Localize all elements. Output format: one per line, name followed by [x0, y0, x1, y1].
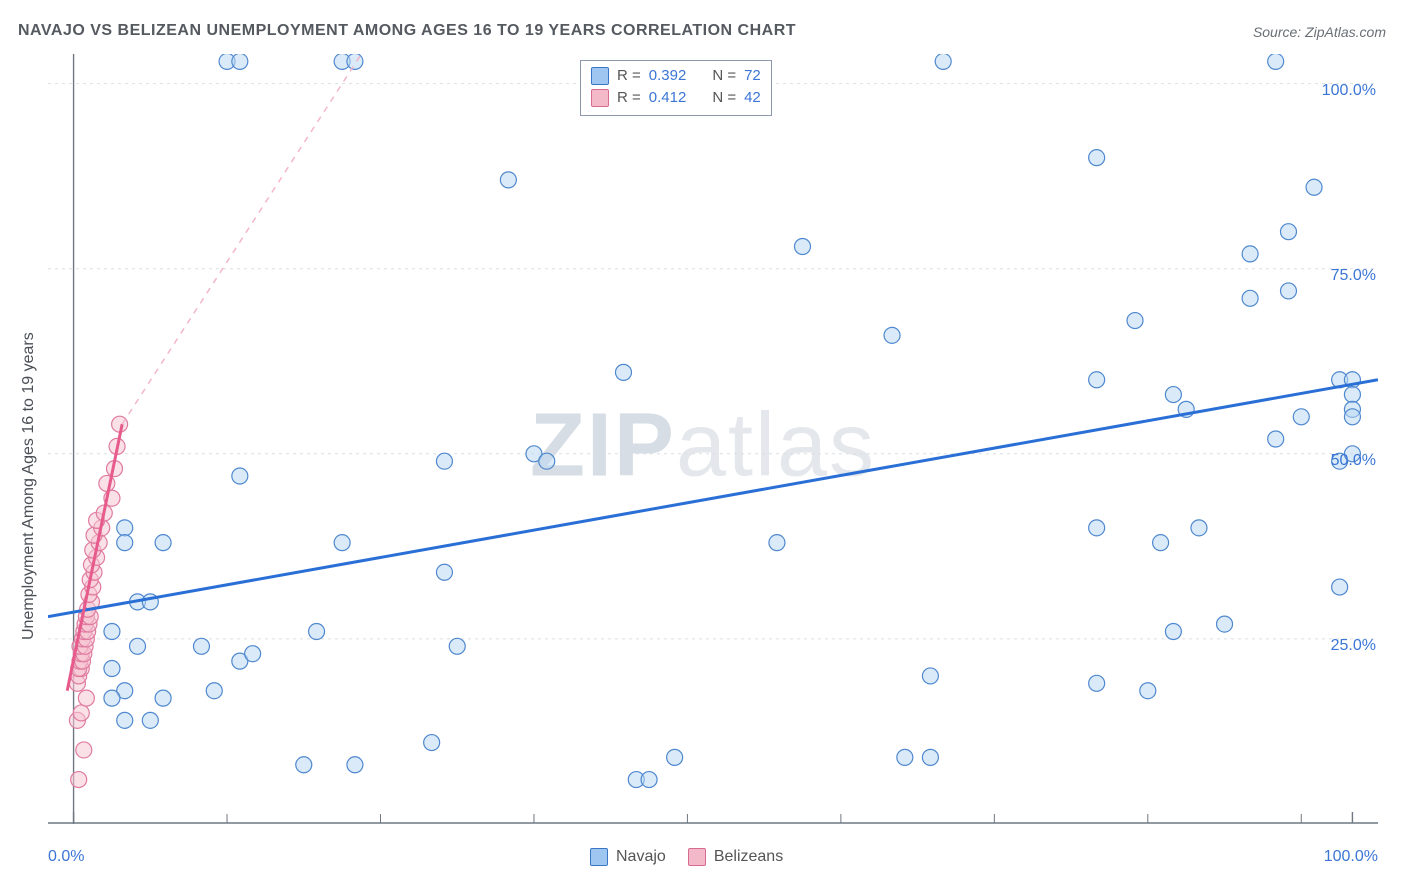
- y-tick-25: 25.0%: [1306, 637, 1376, 655]
- n-label: N =: [712, 65, 736, 87]
- legend-swatch-belizeans: [591, 89, 609, 107]
- n-value-belizeans: 42: [744, 87, 761, 109]
- legend-item-navajo: Navajo: [590, 848, 666, 866]
- x-tick-100: 100.0%: [1324, 848, 1378, 866]
- legend-item-belizeans: Belizeans: [688, 848, 783, 866]
- legend-bottom-swatch-belizeans: [688, 848, 706, 866]
- r-label: R =: [617, 87, 641, 109]
- n-value-navajo: 72: [744, 65, 761, 87]
- legend-swatch-navajo: [591, 67, 609, 85]
- x-tick-0: 0.0%: [48, 848, 84, 866]
- legend-row-navajo: R = 0.392 N = 72: [591, 65, 761, 87]
- legend-label-navajo: Navajo: [616, 848, 666, 866]
- source-label: Source: ZipAtlas.com: [1253, 24, 1386, 40]
- chart-container: NAVAJO VS BELIZEAN UNEMPLOYMENT AMONG AG…: [0, 0, 1406, 892]
- legend-label-belizeans: Belizeans: [714, 848, 783, 866]
- r-value-navajo: 0.392: [649, 65, 687, 87]
- y-axis-label: Unemployment Among Ages 16 to 19 years: [20, 332, 38, 640]
- y-tick-75: 75.0%: [1306, 267, 1376, 285]
- legend-series: Navajo Belizeans: [590, 848, 783, 866]
- chart-title: NAVAJO VS BELIZEAN UNEMPLOYMENT AMONG AG…: [18, 22, 796, 40]
- scatter-plot: [48, 54, 1378, 824]
- legend-correlation: R = 0.392 N = 72 R = 0.412 N = 42: [580, 60, 772, 116]
- y-tick-50: 50.0%: [1306, 452, 1376, 470]
- y-tick-100: 100.0%: [1306, 82, 1376, 100]
- n-label: N =: [712, 87, 736, 109]
- r-label: R =: [617, 65, 641, 87]
- legend-bottom-swatch-navajo: [590, 848, 608, 866]
- r-value-belizeans: 0.412: [649, 87, 687, 109]
- legend-row-belizeans: R = 0.412 N = 42: [591, 87, 761, 109]
